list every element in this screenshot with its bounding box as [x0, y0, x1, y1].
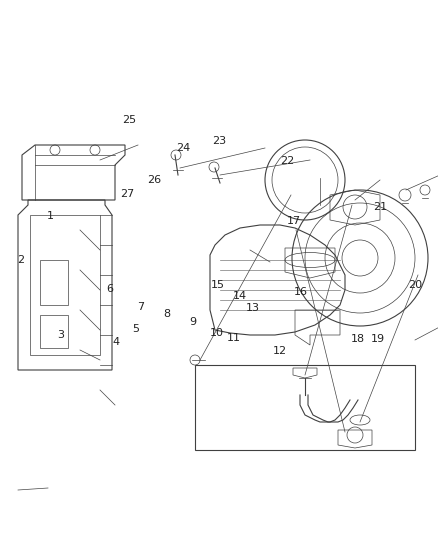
Text: 27: 27: [120, 189, 134, 199]
Text: 2: 2: [18, 255, 25, 265]
Text: 24: 24: [176, 143, 190, 153]
Text: 25: 25: [123, 115, 137, 125]
Text: 3: 3: [57, 330, 64, 340]
Text: 13: 13: [246, 303, 260, 312]
Text: 22: 22: [280, 156, 294, 166]
Text: 11: 11: [226, 333, 240, 343]
Text: 26: 26: [147, 175, 161, 185]
Text: 17: 17: [287, 216, 301, 226]
Text: 5: 5: [132, 325, 139, 334]
Text: 6: 6: [106, 285, 113, 294]
Text: 18: 18: [351, 334, 365, 344]
Text: 21: 21: [373, 202, 387, 212]
Text: 12: 12: [272, 346, 286, 356]
Text: 10: 10: [210, 328, 224, 337]
Text: 9: 9: [189, 317, 196, 327]
Text: 4: 4: [113, 337, 120, 347]
Text: 19: 19: [371, 334, 385, 344]
Text: 1: 1: [47, 211, 54, 221]
Text: 7: 7: [137, 302, 144, 312]
Text: 15: 15: [211, 280, 225, 289]
Text: 8: 8: [163, 310, 170, 319]
Text: 14: 14: [233, 292, 247, 301]
Text: 16: 16: [293, 287, 307, 296]
Text: 20: 20: [408, 280, 422, 290]
Text: 23: 23: [212, 136, 226, 146]
